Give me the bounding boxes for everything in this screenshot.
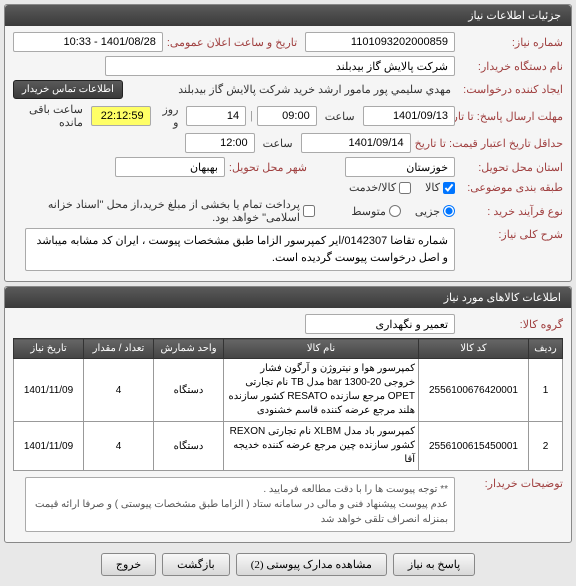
exit-button[interactable]: خروج [101, 553, 156, 576]
remain-days: 14 [186, 106, 246, 126]
deadline-date: 1401/09/13 [363, 106, 455, 126]
cell-unit: دستگاه [154, 422, 224, 471]
radio-mid[interactable]: متوسط [351, 205, 401, 218]
creator-value: مهدي سليمي پور مامور ارشد خريد شركت پالا… [174, 83, 455, 96]
col-unit: واحد شمارش [154, 339, 224, 359]
col-date: تاریخ نیاز [14, 339, 84, 359]
cell-index: 1 [529, 359, 563, 422]
city-label: شهر محل تحویل: [229, 161, 307, 174]
button-bar: پاسخ به نیاز مشاهده مدارک پیوستی (2) باز… [4, 547, 572, 582]
checkbox-goods[interactable]: کالا [425, 181, 455, 194]
col-name: نام کالا [224, 339, 419, 359]
province-value: خوزستان [345, 157, 455, 177]
back-button[interactable]: بازگشت [162, 553, 230, 576]
buy-type-radios: جزیی متوسط پرداخت تمام یا بخشی از مبلغ خ… [13, 198, 455, 224]
city-value: بهبهان [115, 157, 225, 177]
buyer-note-label: توضیحات خریدار: [459, 477, 563, 490]
valid-time: 12:00 [185, 133, 255, 153]
checkbox-treasury[interactable]: پرداخت تمام یا بخشی از مبلغ خرید،از محل … [13, 198, 315, 224]
remain-label: ساعت باقی مانده [13, 103, 87, 129]
remain-time: 22:12:59 [91, 106, 151, 126]
group-label: گروه کالا: [459, 318, 563, 331]
table-row: 22556100615450001کمپرسور باد مدل XLBM نا… [14, 422, 563, 471]
goods-table: ردیف کد کالا نام کالا واحد شمارش تعداد /… [13, 338, 563, 471]
need-title-label: شرح کلی نیاز: [459, 228, 563, 241]
details-body: شماره نیاز: 1101093202000859 تاریخ و ساع… [5, 26, 571, 281]
deadline-time: 09:00 [257, 106, 317, 126]
checkbox-goods-input[interactable] [443, 182, 455, 194]
valid-label: حداقل تاریخ اعتبار قیمت: تا تاریخ [415, 137, 563, 150]
time-label-1: ساعت [321, 110, 359, 123]
subject-checkboxes: کالا کالا/خدمت [349, 181, 455, 194]
table-header-row: ردیف کد کالا نام کالا واحد شمارش تعداد /… [14, 339, 563, 359]
deadline-label: مهلت ارسال پاسخ: تا تاریخ: [459, 110, 563, 123]
contact-badge[interactable]: اطلاعات تماس خریدار [13, 80, 123, 99]
cell-name: کمپرسور باد مدل XLBM نام تجارتی REXON کش… [224, 422, 419, 471]
valid-date: 1401/09/14 [301, 133, 411, 153]
checkbox-service[interactable]: کالا/خدمت [349, 181, 411, 194]
time-label-2: ساعت [259, 137, 297, 150]
radio-mid-input[interactable] [389, 205, 401, 217]
details-panel: جزئیات اطلاعات نیاز شماره نیاز: 11010932… [4, 4, 572, 282]
cell-date: 1401/11/09 [14, 422, 84, 471]
announce-label: تاریخ و ساعت اعلان عمومی: [167, 36, 297, 49]
goods-panel: اطلاعات کالاهای مورد نیاز گروه کالا: تعم… [4, 286, 572, 543]
group-value: تعمیر و نگهداری [305, 314, 455, 334]
cell-name: کمپرسور هوا و نیتروژن و آرگون فشار خروجی… [224, 359, 419, 422]
radio-urgent[interactable]: جزیی [415, 205, 455, 218]
buy-type-label: نوع فرآیند خرید : [459, 205, 563, 218]
col-code: کد کالا [419, 339, 529, 359]
buyer-note-text: ** توجه پیوست ها را با دقت مطالعه فرمایی… [25, 477, 455, 532]
need-number-label: شماره نیاز: [459, 36, 563, 49]
radio-urgent-input[interactable] [443, 205, 455, 217]
cell-code: 2556100615450001 [419, 422, 529, 471]
attachments-button[interactable]: مشاهده مدارک پیوستی (2) [236, 553, 387, 576]
creator-label: ایجاد کننده درخواست: [459, 83, 563, 96]
announce-value: 1401/08/28 - 10:33 [13, 32, 163, 52]
col-qty: تعداد / مقدار [84, 339, 154, 359]
need-number: 1101093202000859 [305, 32, 455, 52]
dept-label: نام دستگاه خریدار: [459, 60, 563, 73]
cell-index: 2 [529, 422, 563, 471]
checkbox-service-input[interactable] [399, 182, 411, 194]
panel-header-goods: اطلاعات کالاهای مورد نیاز [5, 287, 571, 308]
subject-label: طبقه بندی موضوعی: [459, 181, 563, 194]
remain-days-label: روز و [155, 103, 183, 129]
table-row: 12556100676420001کمپرسور هوا و نیتروژن و… [14, 359, 563, 422]
province-label: استان محل تحویل: [459, 161, 563, 174]
goods-body: گروه کالا: تعمیر و نگهداری ردیف کد کالا … [5, 308, 571, 542]
reply-button[interactable]: پاسخ به نیاز [393, 553, 475, 576]
checkbox-treasury-input[interactable] [303, 205, 315, 217]
cell-qty: 4 [84, 422, 154, 471]
col-index: ردیف [529, 339, 563, 359]
cell-unit: دستگاه [154, 359, 224, 422]
cell-date: 1401/11/09 [14, 359, 84, 422]
need-title-text: شماره تقاضا 0142307/ایر کمپرسور الزاما ط… [25, 228, 455, 271]
cell-qty: 4 [84, 359, 154, 422]
dept-value: شرکت پالایش گاز بیدبلند [105, 56, 455, 76]
cell-code: 2556100676420001 [419, 359, 529, 422]
panel-header-details: جزئیات اطلاعات نیاز [5, 5, 571, 26]
